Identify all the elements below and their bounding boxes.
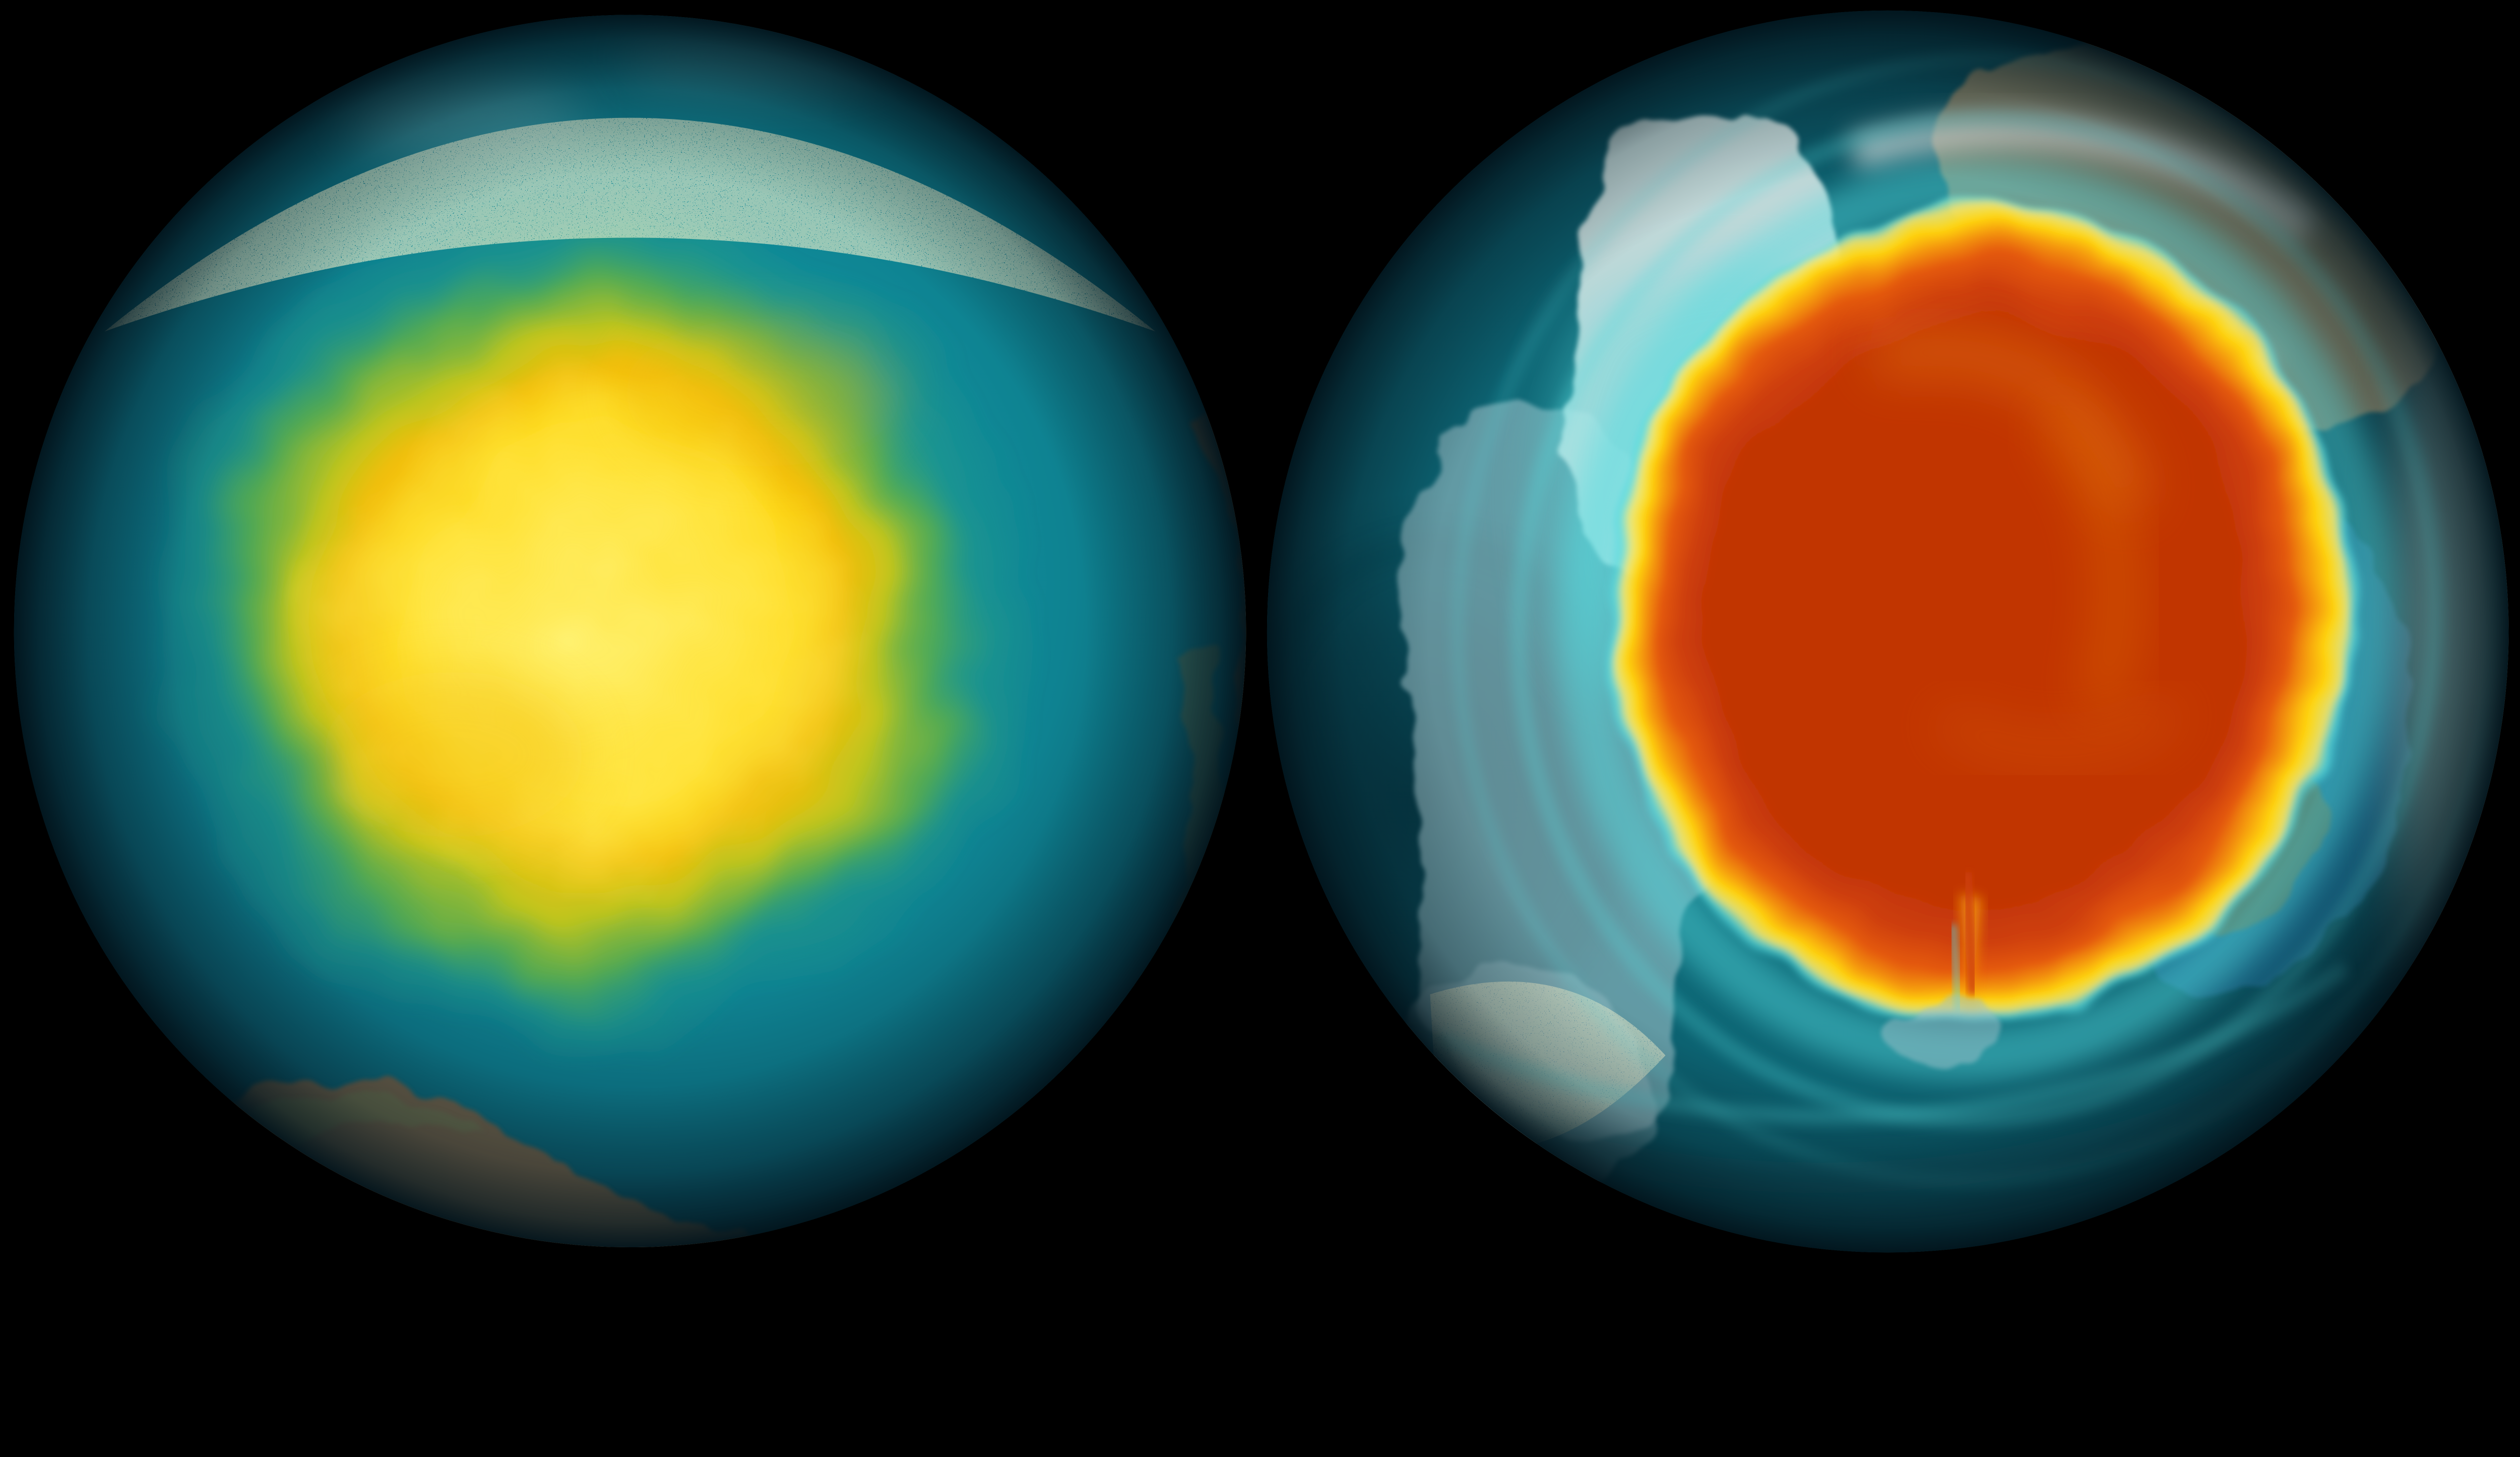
right-globe-limb-shading <box>1267 10 2509 1253</box>
scene-svg <box>14 10 2509 1253</box>
left-globe-limb-shading <box>14 15 1246 1248</box>
space-scene <box>14 10 2509 1253</box>
left-globe-antarctic-ozone <box>14 15 1246 1248</box>
